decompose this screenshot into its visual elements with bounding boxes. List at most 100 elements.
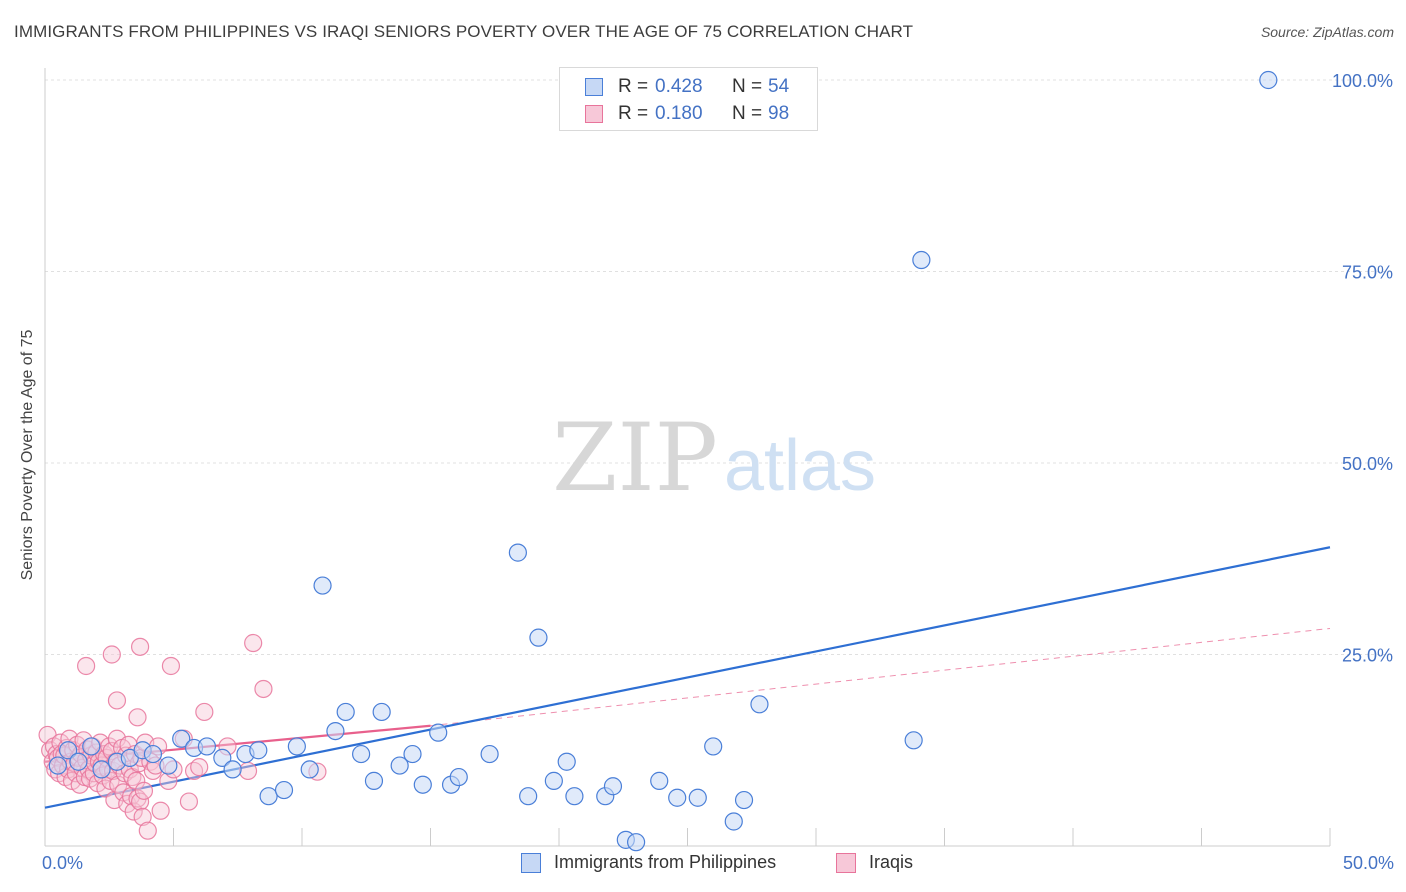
r-value: 0.428 — [655, 76, 703, 97]
philippines-point — [650, 771, 669, 790]
iraqis-point — [130, 792, 150, 811]
philippines-point — [603, 777, 623, 796]
legend-item-iraqis[interactable]: Iraqis — [836, 852, 913, 873]
philippines-point — [750, 695, 769, 714]
philippines-point — [912, 250, 931, 270]
philippines-trend-line — [44, 546, 1331, 809]
iraqis-point — [151, 801, 170, 820]
iraqis-point — [127, 771, 146, 790]
n-value: 98 — [768, 103, 790, 124]
philippines-point — [904, 731, 923, 750]
philippines-point — [274, 780, 294, 800]
r-label: R = — [618, 76, 649, 97]
iraqis-point — [179, 792, 199, 811]
iraqis-point — [161, 656, 181, 676]
philippines-point — [313, 576, 332, 595]
n-label: N = — [732, 76, 763, 97]
philippines-point — [734, 790, 754, 810]
philippines-point — [213, 748, 232, 768]
legend-item-philippines[interactable]: Immigrants from Philippines — [521, 852, 776, 873]
philippines-point — [626, 833, 646, 852]
philippines-point — [544, 771, 563, 790]
series-legend: Immigrants from Philippines Iraqis — [0, 852, 1406, 876]
philippines-point — [529, 628, 548, 647]
x-tick-label: 0.0% — [42, 853, 83, 873]
philippines-point — [688, 788, 707, 807]
philippines-point — [69, 752, 88, 771]
philippines-point — [413, 775, 432, 794]
n-value: 54 — [768, 76, 790, 97]
philippines-point — [249, 741, 268, 760]
philippines-point — [519, 787, 538, 806]
philippines-point — [724, 812, 743, 831]
legend-row-philippines: R = 0.428 N = 54 — [585, 76, 789, 98]
philippines-point — [259, 787, 278, 806]
n-label: N = — [732, 103, 763, 124]
iraqis-point — [195, 702, 214, 722]
philippines-point — [48, 756, 67, 775]
tick-labels: 25.0% 50.0% 75.0% 100.0% 0.0% 50.0% — [42, 71, 1394, 873]
gridlines — [45, 79, 1393, 655]
philippines-point — [223, 760, 242, 779]
philippines-point — [372, 702, 391, 722]
philippines-point — [172, 729, 191, 748]
axes — [44, 68, 1331, 847]
philippines-point — [557, 752, 576, 771]
philippines-points — [48, 70, 1278, 852]
iraqis-swatch — [585, 105, 603, 123]
philippines-point — [197, 737, 217, 756]
philippines-point — [59, 741, 78, 760]
philippines-point — [1259, 70, 1278, 90]
philippines-point — [143, 744, 163, 764]
philippines-point — [565, 787, 584, 806]
watermark-zip: ZIP — [552, 404, 718, 513]
philippines-legend-label: Immigrants from Philippines — [554, 852, 777, 872]
iraqis-point — [138, 821, 157, 840]
iraqis-point — [244, 633, 263, 653]
philippines-legend-swatch — [521, 852, 541, 873]
philippines-point — [82, 737, 101, 756]
x-tick-label: 50.0% — [1343, 853, 1394, 873]
iraqis-point — [134, 781, 154, 800]
iraqis-point — [130, 637, 150, 656]
philippines-point — [449, 767, 468, 787]
y-tick-label: 75.0% — [1342, 263, 1393, 283]
philippines-point — [92, 760, 111, 779]
iraqis-point — [128, 708, 147, 727]
iraqis-point — [77, 656, 96, 676]
philippines-point — [508, 543, 527, 562]
iraqis-point — [254, 679, 273, 699]
iraqis-point — [107, 729, 127, 748]
philippines-point — [159, 756, 178, 775]
y-tick-label: 100.0% — [1332, 71, 1393, 91]
iraqis-point — [190, 758, 209, 777]
legend-row-iraqis: R = 0.180 N = 98 — [585, 103, 789, 125]
source-label: Source: ZipAtlas.com — [1260, 24, 1394, 40]
philippines-point — [364, 771, 384, 790]
philippines-point — [326, 721, 345, 741]
philippines-point — [480, 744, 499, 764]
iraqis-point — [107, 691, 127, 710]
y-tick-label: 50.0% — [1342, 454, 1393, 474]
philippines-point — [352, 744, 371, 764]
philippines-point — [300, 760, 319, 779]
iraqis-legend-swatch — [836, 852, 856, 873]
r-value: 0.180 — [655, 103, 703, 124]
philippines-point — [403, 744, 422, 764]
philippines-point — [429, 723, 448, 742]
watermark: ZIP atlas — [552, 404, 876, 513]
y-tick-label: 25.0% — [1342, 646, 1393, 666]
philippines-point — [336, 702, 355, 722]
philippines-swatch — [585, 78, 603, 96]
correlation-legend: R = 0.428 N = 54 R = 0.180 N = 98 — [559, 67, 818, 131]
iraqis-point — [102, 645, 121, 664]
iraqis-legend-label: Iraqis — [869, 852, 914, 872]
iraqis-point — [133, 807, 152, 826]
philippines-point — [668, 788, 687, 807]
iraqis-point — [238, 761, 258, 781]
philippines-point — [704, 737, 723, 756]
philippines-point — [287, 737, 306, 756]
chart-title: IMMIGRANTS FROM PHILIPPINES VS IRAQI SEN… — [14, 22, 914, 41]
iraqis-trend-extension — [430, 627, 1331, 727]
